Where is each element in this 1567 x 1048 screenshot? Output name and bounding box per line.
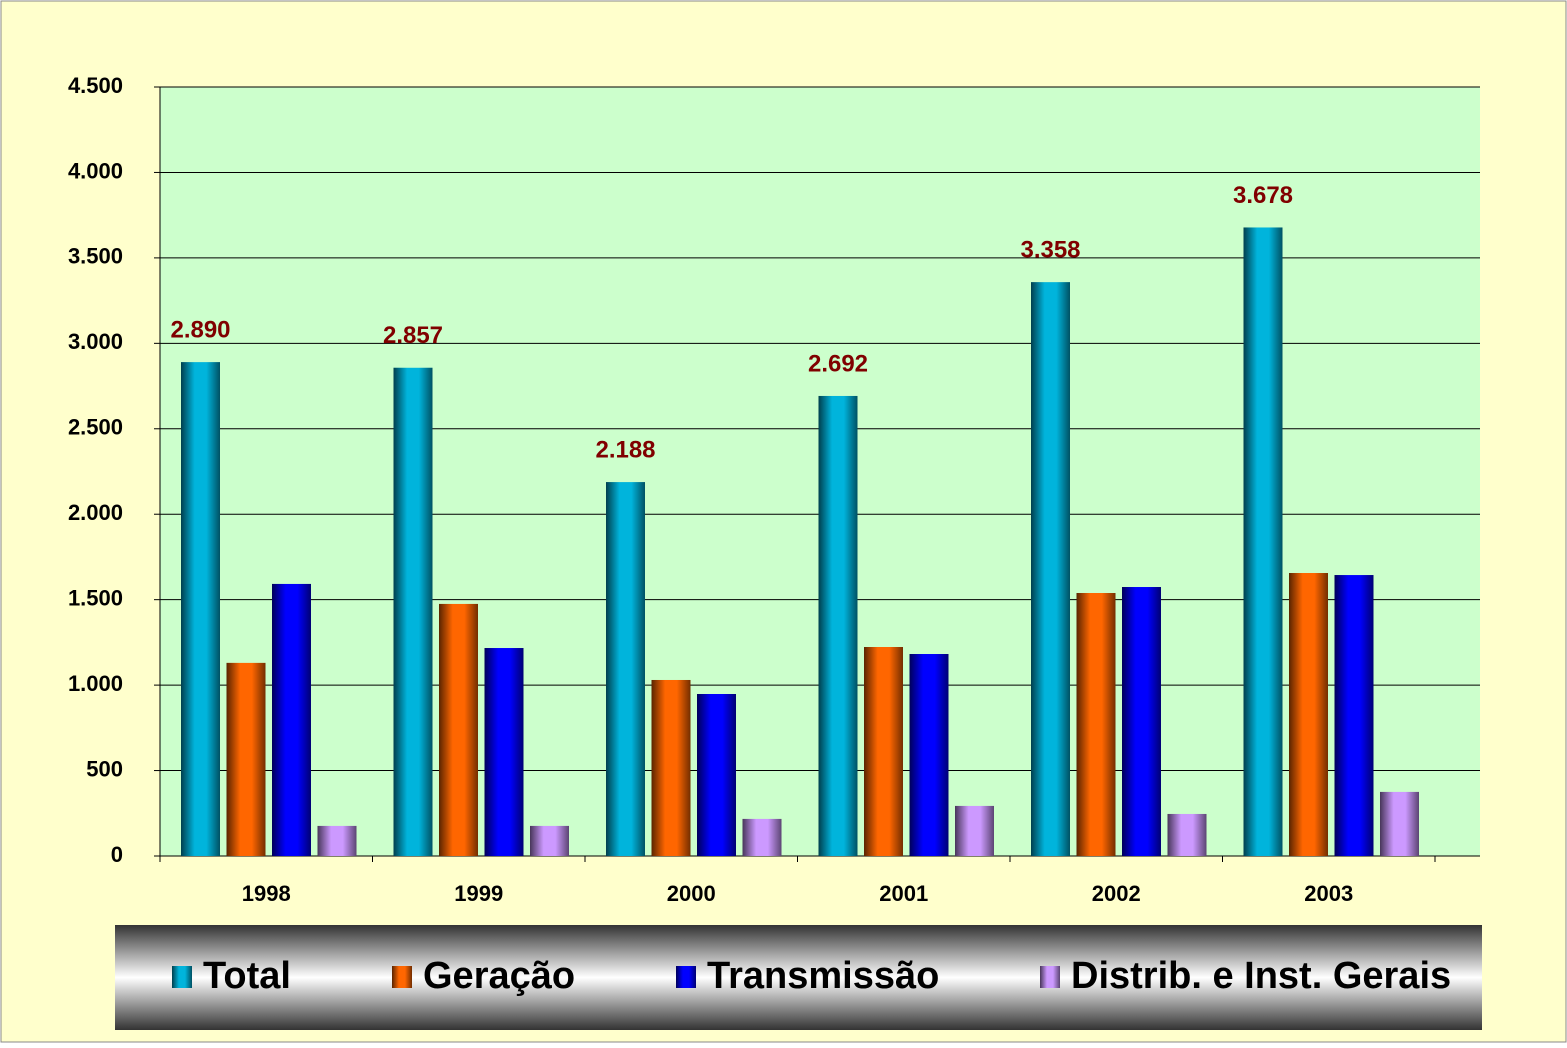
bar-shade: [317, 825, 357, 856]
x-tick-label: 2002: [1092, 881, 1141, 906]
x-tick-label: 2003: [1304, 881, 1353, 906]
legend-label: Distrib. e Inst. Gerais: [1071, 955, 1451, 997]
x-tick-label: 2001: [879, 881, 928, 906]
bar-shade: [606, 482, 645, 856]
bar-shade: [1380, 791, 1419, 856]
legend-label: Transmissão: [707, 955, 939, 997]
bar-shade: [864, 647, 903, 856]
data-label: 2.890: [170, 316, 230, 343]
y-tick-label: 500: [86, 756, 123, 781]
bar-shade: [909, 654, 949, 856]
bar-shade: [530, 825, 569, 856]
x-tick-label: 1998: [242, 881, 291, 906]
bar-shade: [1076, 593, 1116, 856]
bar-shade: [272, 583, 311, 856]
legend-label: Total: [203, 955, 291, 997]
bar-shade: [1289, 573, 1328, 856]
y-tick-label: 1.500: [68, 585, 123, 610]
bar-shade: [1167, 813, 1207, 856]
y-tick-label: 2.500: [68, 415, 123, 440]
bar-shade: [742, 818, 782, 856]
data-label: 2.857: [383, 322, 443, 349]
data-label: 2.188: [595, 436, 655, 463]
bar-shade: [955, 805, 994, 856]
bar-shade: [1031, 282, 1070, 856]
y-tick-label: 1.000: [68, 671, 123, 696]
data-label: 3.358: [1020, 236, 1080, 263]
legend-box: [115, 925, 1482, 1030]
bar-shade: [226, 662, 266, 856]
y-tick-label: 0: [111, 842, 123, 867]
x-tick-label: 1999: [454, 881, 503, 906]
bar-shade: [1122, 587, 1161, 856]
bar-shade: [439, 603, 478, 856]
bar-shade: [393, 367, 433, 856]
legend-label: Geração: [423, 955, 575, 997]
data-label: 3.678: [1233, 182, 1293, 209]
x-tick-label: 2000: [667, 881, 716, 906]
bar-shade: [697, 693, 736, 856]
legend-swatch-shade: [1040, 966, 1060, 988]
data-label: 2.692: [808, 350, 868, 377]
legend-swatch-shade: [172, 966, 192, 988]
y-tick-label: 3.500: [68, 244, 123, 269]
legend-swatch-shade: [676, 966, 696, 988]
bar-shade: [484, 648, 524, 856]
y-tick-label: 2.000: [68, 500, 123, 525]
bar-shade: [651, 679, 691, 856]
legend-swatch-shade: [392, 966, 412, 988]
y-tick-label: 3.000: [68, 329, 123, 354]
bar-shade: [818, 395, 858, 856]
bar-shade: [1334, 575, 1374, 856]
y-tick-label: 4.000: [68, 158, 123, 183]
bar-shade: [1243, 227, 1283, 856]
y-tick-label: 4.500: [68, 73, 123, 98]
bar-shade: [181, 362, 220, 856]
